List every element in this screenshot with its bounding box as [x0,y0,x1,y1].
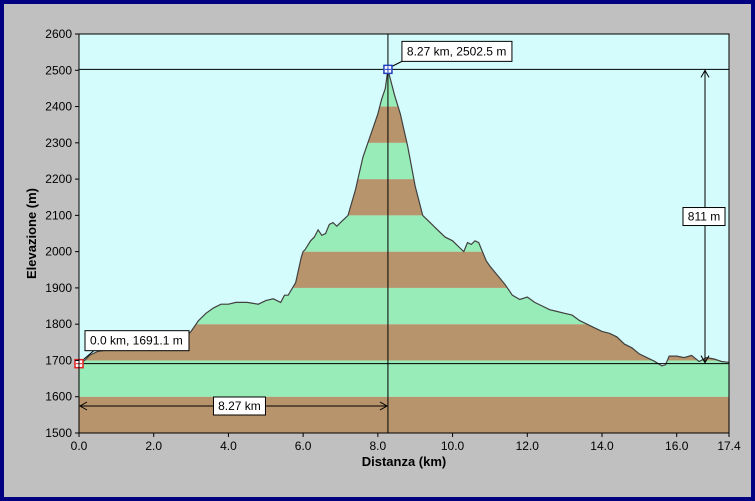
y-tick-label: 1600 [45,390,72,404]
x-axis-label: Distanza (km) [362,454,447,469]
x-tick-label: 4.0 [220,439,237,453]
x-tick-label: 6.0 [295,439,312,453]
peak-label-box [401,40,513,62]
y-axis-label: Elevazione (m) [24,188,39,279]
elevation-profile-line [78,69,730,367]
y-tick-label: 2200 [45,172,72,186]
x-axis: 0.0 2.0 4.0 6.0 8.0 10.0 12.0 14.0 16.0 17.4 [71,433,741,453]
gain-label: 811 m [688,210,720,224]
x-tick-label: 16.0 [665,439,689,453]
start-label: 0.0 km, 1691.1 m [90,334,183,348]
elevation-band [79,360,729,397]
distance-arrow-left [78,401,88,411]
x-tick-label: 17.4 [717,439,741,453]
elevation-band [79,396,729,433]
distance-label-box [212,396,266,416]
y-tick-label: 1700 [45,353,72,367]
y-tick-label: 2300 [45,136,72,150]
y-axis: 1500 1600 1700 1800 1900 2000 2100 2200 2300 2400… [45,27,79,440]
y-tick-label: 2100 [45,208,72,222]
y-tick-label: 2000 [45,245,72,259]
annotations: 8.27 km 811 m 8.27 km, 2502.5 m 0.0 km, 169… [74,34,729,433]
distance-arrow-right [379,401,388,411]
gain-arrow-bottom [700,355,710,364]
y-tick-label: 1800 [45,317,72,331]
x-tick-label: 14.0 [590,439,614,453]
y-tick-label: 2600 [45,27,72,41]
gain-label-box [682,207,726,227]
x-tick-label: 2.0 [145,439,162,453]
start-label-box [84,330,190,352]
x-tick-label: 8.0 [370,439,387,453]
elevation-chart: 8.27 km 811 m 8.27 km, 2502.5 m 0.0 km, 169… [24,27,741,469]
peak-label: 8.27 km, 2502.5 m [407,44,506,58]
y-tick-label: 2400 [45,100,72,114]
chart-window: 8.27 km 811 m 8.27 km, 2502.5 m 0.0 km, 169… [4,4,751,497]
gain-arrow-top [700,69,710,78]
x-tick-label: 12.0 [516,439,540,453]
distance-label: 8.27 km [218,399,261,413]
plot-border [78,33,730,434]
y-tick-label: 2500 [45,63,72,77]
y-tick-label: 1500 [45,426,72,440]
x-tick-label: 10.0 [441,439,465,453]
x-tick-label: 0.0 [71,439,88,453]
y-tick-label: 1900 [45,281,72,295]
